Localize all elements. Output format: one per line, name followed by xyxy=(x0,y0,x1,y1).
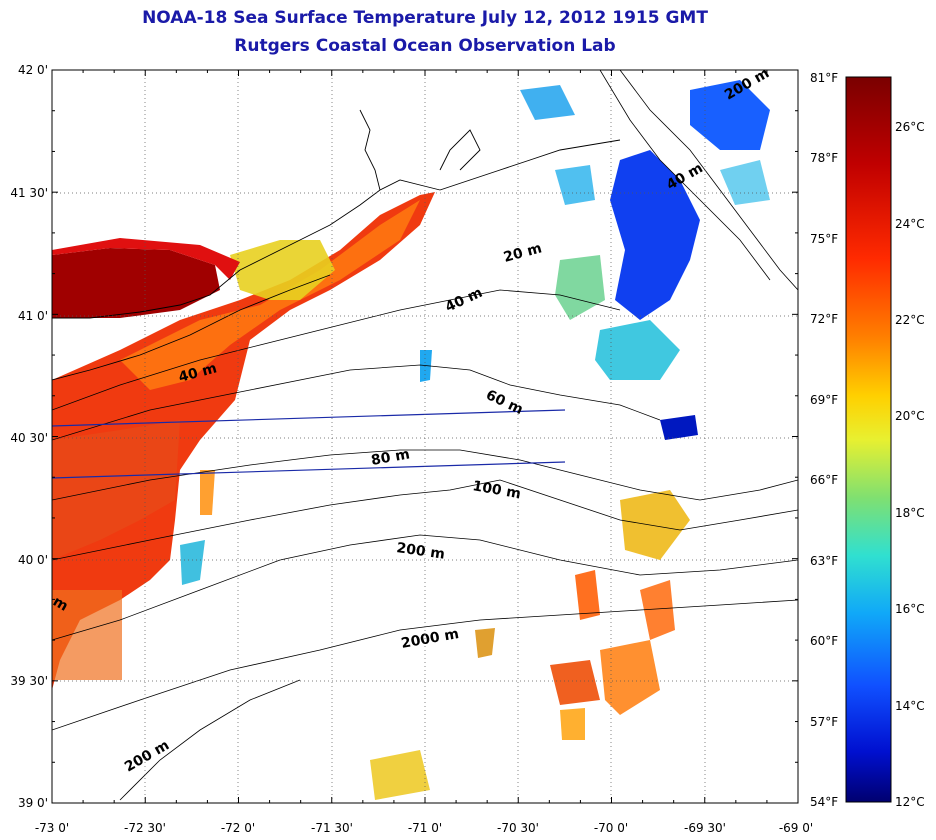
sst-scattered-patches xyxy=(180,80,770,800)
latitude-labels: 42 0' 41 30' 41 0' 40 30' 40 0' 39 30' 3… xyxy=(10,63,48,810)
cb-c-26: 26°C xyxy=(895,120,925,134)
longitude-labels: -73 0' -72 30' -72 0' -71 30' -71 0' -70… xyxy=(35,821,813,835)
lon-label-69-30: -69 30' xyxy=(684,821,726,835)
lat-label-41-30: 41 30' xyxy=(10,186,48,200)
lon-label-70-30: -70 30' xyxy=(497,821,539,835)
cb-f-75: 75°F xyxy=(810,232,838,246)
map-title: NOAA-18 Sea Surface Temperature July 12,… xyxy=(142,8,708,28)
sst-orange-band xyxy=(120,200,420,390)
cb-c-12: 12°C xyxy=(895,795,925,809)
colorbar: 81°F 78°F 75°F 72°F 69°F 66°F 63°F 60°F … xyxy=(810,71,925,809)
map-subtitle: Rutgers Coastal Ocean Observation Lab xyxy=(234,36,616,56)
lon-label-73: -73 0' xyxy=(35,821,69,835)
transect-lines xyxy=(52,409,566,479)
frame-ticks xyxy=(51,69,799,804)
lon-label-71: -71 0' xyxy=(408,821,442,835)
contour-label-80m: 80 m xyxy=(370,446,411,469)
colorbar-fahrenheit-labels: 81°F 78°F 75°F 72°F 69°F 66°F 63°F 60°F … xyxy=(810,71,838,809)
sst-cooler-band xyxy=(52,420,180,560)
lon-label-71-30: -71 30' xyxy=(311,821,353,835)
colorbar-gradient xyxy=(845,76,892,803)
sst-red-sound-edge xyxy=(52,238,240,280)
cb-c-22: 22°C xyxy=(895,313,925,327)
cb-f-69: 69°F xyxy=(810,393,838,407)
lat-label-41: 41 0' xyxy=(18,309,48,323)
cb-f-81: 81°F xyxy=(810,71,838,85)
sst-yellow-nearshore xyxy=(230,240,335,300)
map-body: 20 m 40 m 40 m 40 m 60 m 80 m 100 m 200 … xyxy=(52,70,798,803)
cb-c-14: 14°C xyxy=(895,699,925,713)
sst-warm-shelf xyxy=(52,192,435,690)
lat-label-39: 39 0' xyxy=(18,796,48,810)
cb-f-54: 54°F xyxy=(810,795,838,809)
lon-label-72-30: -72 30' xyxy=(124,821,166,835)
cb-f-63: 63°F xyxy=(810,554,838,568)
colorbar-celsius-labels: 26°C 24°C 22°C 20°C 18°C 16°C 14°C 12°C xyxy=(895,120,925,809)
lat-label-42: 42 0' xyxy=(18,63,48,77)
graticule xyxy=(52,70,798,803)
cb-f-78: 78°F xyxy=(810,151,838,165)
cb-f-57: 57°F xyxy=(810,715,838,729)
contour-label-200m-a: 200 m xyxy=(395,540,445,563)
cb-c-24: 24°C xyxy=(895,217,925,231)
isobath-contours xyxy=(52,70,798,801)
cb-f-66: 66°F xyxy=(810,473,838,487)
cb-c-16: 16°C xyxy=(895,602,925,616)
cb-f-72: 72°F xyxy=(810,312,838,326)
lat-label-40-30: 40 30' xyxy=(10,431,48,445)
cb-c-20: 20°C xyxy=(895,409,925,423)
lat-label-39-30: 39 30' xyxy=(10,674,48,688)
cb-f-60: 60°F xyxy=(810,634,838,648)
lon-label-72: -72 0' xyxy=(221,821,255,835)
lat-label-40: 40 0' xyxy=(18,553,48,567)
lon-label-70: -70 0' xyxy=(594,821,628,835)
cb-c-18: 18°C xyxy=(895,506,925,520)
sst-hot-longisland-sound xyxy=(52,248,220,318)
coastline xyxy=(52,109,621,381)
lon-label-69: -69 0' xyxy=(779,821,813,835)
